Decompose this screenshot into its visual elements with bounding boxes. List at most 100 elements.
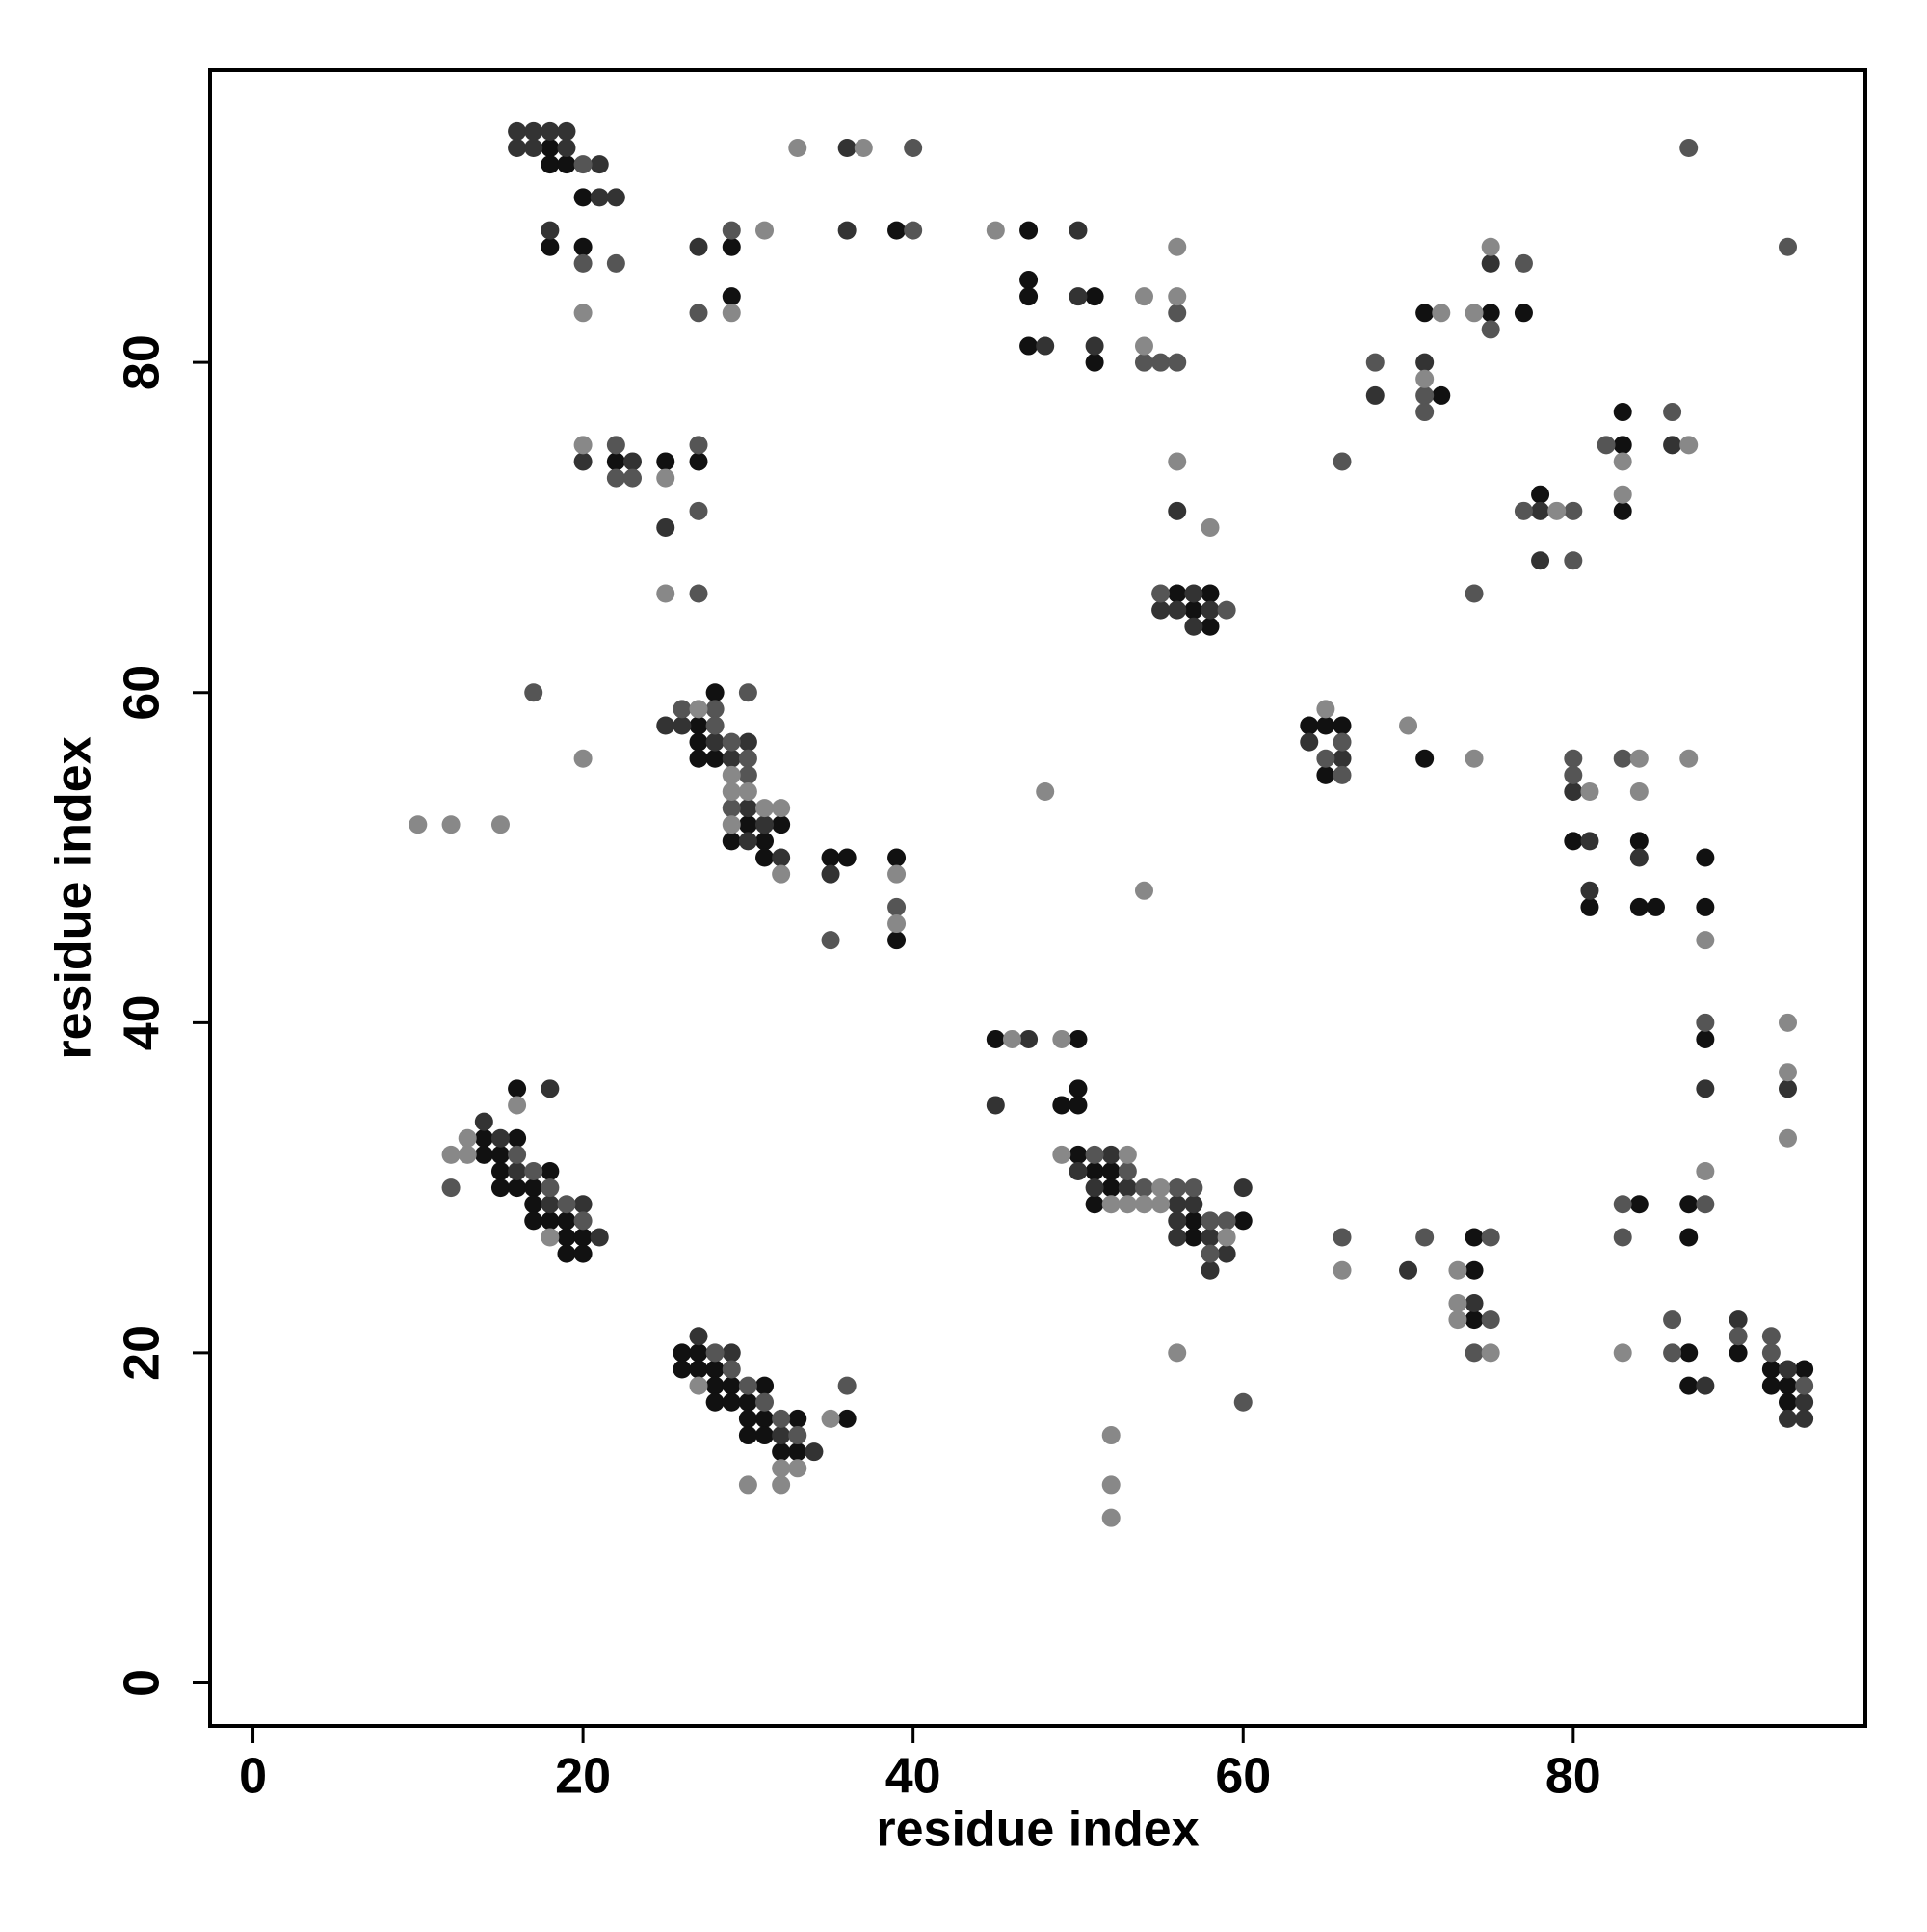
point [1531,501,1550,520]
point [1778,1376,1797,1395]
point [541,1079,560,1098]
point [1778,1063,1797,1082]
point [1481,320,1500,339]
point [1019,287,1039,306]
x-tick-label: 20 [555,1749,611,1805]
point [1580,782,1599,802]
y-axis-title: residue index [46,736,102,1059]
point [705,1360,725,1379]
point [573,155,593,174]
point [1679,1195,1699,1214]
point [689,716,708,735]
point [1465,1294,1484,1313]
point [1168,452,1187,471]
point [1184,1228,1203,1247]
point [1795,1360,1814,1379]
x-tick-label: 80 [1545,1749,1601,1805]
point [1201,1260,1220,1280]
point [1564,551,1583,570]
point [1101,1195,1121,1214]
point [837,221,857,240]
x-axis-title: residue index [876,1802,1199,1858]
point [1085,287,1104,306]
point [1085,1178,1104,1198]
point [1795,1392,1814,1412]
point [1778,1013,1797,1032]
point [1646,897,1665,916]
point [755,1409,775,1428]
point [1316,700,1335,719]
point [557,1195,576,1214]
point [1415,403,1435,422]
point [474,1145,493,1164]
point [1233,1178,1253,1198]
point [1168,600,1187,620]
point [986,1096,1005,1115]
point [1052,1145,1071,1164]
point [474,1128,493,1148]
point [490,1178,510,1198]
point [705,716,725,735]
point [1778,1409,1797,1428]
point [656,517,675,537]
point [557,121,576,141]
point [1118,1178,1137,1198]
point [1448,1294,1467,1313]
point [1679,1343,1699,1363]
point [508,1161,527,1180]
point [1580,832,1599,851]
point [1696,931,1715,950]
point [755,799,775,818]
point [1465,1260,1484,1280]
point [722,1392,741,1412]
point [409,815,428,834]
point [1729,1327,1748,1346]
point [1761,1343,1781,1363]
point [772,1475,791,1495]
point [1300,732,1319,752]
point [1069,1029,1088,1048]
point [573,1211,593,1231]
point [722,782,741,802]
point [1696,1376,1715,1395]
point [541,1228,560,1247]
point [490,1145,510,1164]
point [606,188,625,207]
point [458,1128,477,1148]
point [837,139,857,158]
point [1069,287,1088,306]
point [1201,517,1220,537]
point [573,237,593,256]
point [1217,1244,1236,1263]
point [1168,237,1187,256]
point [1333,1260,1352,1280]
point [1629,749,1649,768]
point [541,139,560,158]
point [1201,600,1220,620]
point [490,815,510,834]
point [1629,832,1649,851]
point [772,1442,791,1462]
point [1069,221,1088,240]
point [772,815,791,834]
point [1333,749,1352,768]
point [1168,1211,1187,1231]
point [904,139,923,158]
point [1761,1327,1781,1346]
point [656,452,675,471]
point [1168,1178,1187,1198]
point [1448,1310,1467,1330]
point [755,848,775,867]
point [986,221,1005,240]
point [557,139,576,158]
point [524,1161,543,1180]
point [1085,336,1104,356]
point [1002,1029,1021,1048]
x-tick-label: 40 [885,1749,941,1805]
point [689,700,708,719]
point [738,1475,757,1495]
point [508,1096,527,1115]
point [1151,600,1171,620]
point [1679,1376,1699,1395]
point [887,931,907,950]
